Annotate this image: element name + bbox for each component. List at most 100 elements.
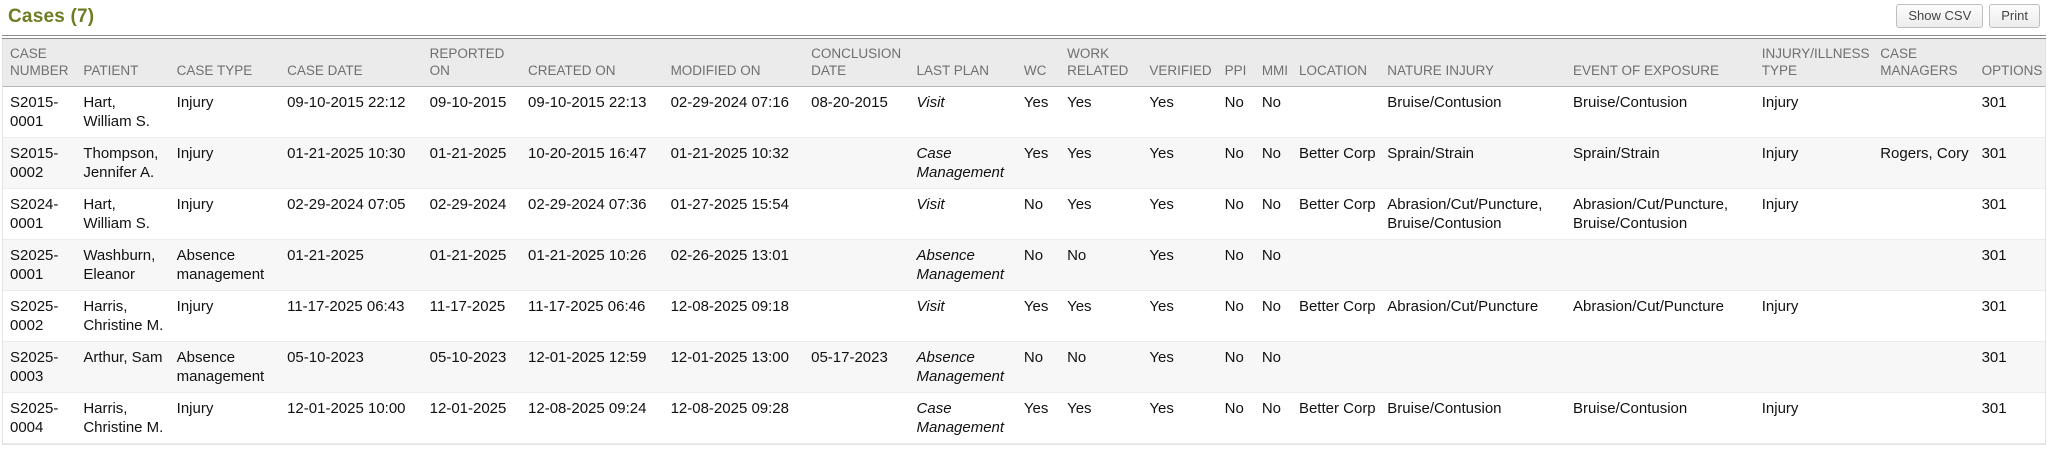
- table-row[interactable]: S2025-0004 Harris, Christine M. Injury 12-0…: [3, 392, 2045, 444]
- cell-work_related: Yes: [1067, 298, 1092, 315]
- cell-reported_on: 02-29-2024: [429, 196, 507, 213]
- print-button[interactable]: Print: [1989, 4, 2040, 29]
- cases-table-body: S2015-0001 Hart, William S. Injury 09-10-20…: [3, 86, 2045, 444]
- cell-injury_illness_type: [1762, 342, 1880, 393]
- cell-conclusion_date: [811, 393, 916, 444]
- column-header-nature_injury: NATURE INJURY: [1387, 39, 1574, 87]
- cell-options: 301: [1981, 94, 2007, 111]
- cases-table: CASE NUMBER PATIENT CASE TYPE CASE DATE REPO…: [3, 39, 2045, 444]
- table-row[interactable]: S2025-0001 Washburn, Eleanor Absence manag…: [3, 239, 2045, 291]
- column-header-location: LOCATION: [1298, 39, 1388, 87]
- cell-case_type: Injury: [176, 298, 214, 315]
- cell-conclusion_date: [811, 291, 916, 342]
- cell-verified: Yes: [1149, 94, 1174, 111]
- cell-event_of_exposure: Abrasion/Cut/Puncture, Bruise/Contusion: [1573, 196, 1729, 232]
- cell-nature_injury: Sprain/Strain: [1387, 145, 1475, 162]
- cell-case_number: S2025-0001: [10, 247, 59, 283]
- cell-case_type: Injury: [176, 196, 214, 213]
- table-row[interactable]: S2025-0002 Harris, Christine M. Injury 11-1…: [3, 290, 2045, 342]
- column-header-patient: PATIENT: [83, 39, 177, 87]
- column-header-modified_on: MODIFIED ON: [670, 39, 812, 87]
- column-header-last_plan: LAST PLAN: [916, 39, 1024, 87]
- cell-nature_injury: Bruise/Contusion: [1387, 94, 1502, 111]
- cell-mmi: No: [1261, 94, 1281, 111]
- cell-modified_on: 02-29-2024 07:16: [670, 94, 789, 111]
- report-page: Cases (7) Show CSV Print CASE NUMBER PATI…: [2, 0, 2046, 445]
- cell-location: [1299, 240, 1387, 291]
- cell-last_plan: Visit: [916, 94, 945, 111]
- cell-ppi: No: [1224, 298, 1244, 315]
- cell-case_date: 12-01-2025 10:00: [287, 400, 406, 417]
- cell-created_on: 12-01-2025 12:59: [528, 349, 647, 366]
- cell-patient: Harris, Christine M.: [83, 400, 164, 436]
- cell-ppi: No: [1224, 349, 1244, 366]
- cell-ppi: No: [1224, 94, 1244, 111]
- column-header-case_type: CASE TYPE: [176, 39, 288, 87]
- cell-case_date: 11-17-2025 06:43: [287, 298, 405, 315]
- cell-injury_illness_type: Injury: [1761, 400, 1799, 417]
- table-row[interactable]: S2024-0001 Hart, William S. Injury 02-29-20…: [3, 188, 2045, 240]
- cell-location: Better Corp: [1298, 298, 1376, 315]
- column-header-ppi: PPI: [1224, 39, 1262, 87]
- cell-ppi: No: [1224, 196, 1244, 213]
- cases-table-head: CASE NUMBER PATIENT CASE TYPE CASE DATE REPO…: [3, 39, 2045, 87]
- column-header-mmi: MMI: [1261, 39, 1299, 87]
- cell-case_number: S2025-0003: [10, 349, 59, 385]
- cell-reported_on: 01-21-2025: [429, 247, 507, 264]
- cell-case_date: 01-21-2025: [287, 247, 364, 264]
- cell-case_date: 05-10-2023: [287, 349, 364, 366]
- cell-mmi: No: [1261, 247, 1281, 264]
- cell-case_number: S2025-0004: [10, 400, 59, 436]
- title-actions: Show CSV Print: [1896, 4, 2040, 29]
- cell-nature_injury: [1387, 240, 1573, 291]
- cell-patient: Washburn, Eleanor: [83, 247, 156, 283]
- cell-created_on: 12-08-2025 09:24: [528, 400, 647, 417]
- cell-work_related: Yes: [1067, 196, 1092, 213]
- title-bar: Cases (7) Show CSV Print: [2, 0, 2046, 39]
- header-row: CASE NUMBER PATIENT CASE TYPE CASE DATE REPO…: [3, 39, 2045, 87]
- cell-verified: Yes: [1149, 145, 1174, 162]
- column-header-case_managers: CASE MANAGERS: [1880, 39, 1982, 87]
- cell-injury_illness_type: Injury: [1761, 94, 1799, 111]
- cell-wc: No: [1023, 247, 1044, 264]
- cell-patient: Harris, Christine M.: [83, 298, 164, 334]
- cell-case_type: Injury: [176, 145, 214, 162]
- cell-last_plan: Visit: [916, 196, 945, 213]
- cell-created_on: 11-17-2025 06:46: [528, 298, 646, 315]
- cell-injury_illness_type: Injury: [1761, 196, 1799, 213]
- cell-event_of_exposure: [1573, 342, 1762, 393]
- cell-location: [1299, 87, 1387, 138]
- cell-case_managers: [1880, 393, 1981, 444]
- cell-nature_injury: Abrasion/Cut/Puncture: [1387, 298, 1539, 315]
- cell-case_date: 09-10-2015 22:12: [287, 94, 406, 111]
- cell-location: Better Corp: [1298, 400, 1376, 417]
- cell-wc: Yes: [1023, 94, 1049, 111]
- cell-wc: No: [1023, 196, 1044, 213]
- table-row[interactable]: S2015-0001 Hart, William S. Injury 09-10-20…: [3, 86, 2045, 138]
- cell-patient: Hart, William S.: [83, 196, 150, 232]
- cell-conclusion_date: 05-17-2023: [811, 349, 888, 366]
- cell-last_plan: Case Management: [916, 400, 1005, 436]
- cell-created_on: 02-29-2024 07:36: [528, 196, 647, 213]
- cell-case_number: S2024-0001: [10, 196, 59, 232]
- cell-patient: Hart, William S.: [83, 94, 150, 130]
- cell-created_on: 01-21-2025 10:26: [528, 247, 647, 264]
- cell-case_managers: [1880, 240, 1981, 291]
- table-row[interactable]: S2025-0003 Arthur, Sam Absence management 0…: [3, 341, 2045, 393]
- cell-nature_injury: Abrasion/Cut/Puncture, Bruise/Contusion: [1387, 196, 1543, 232]
- cell-case_type: Absence management: [176, 349, 265, 385]
- cell-last_plan: Absence Management: [916, 349, 1005, 385]
- cell-conclusion_date: [811, 240, 916, 291]
- table-row[interactable]: S2015-0002 Thompson, Jennifer A. Injury 01-…: [3, 137, 2045, 189]
- cell-conclusion_date: [811, 189, 916, 240]
- cell-patient: Thompson, Jennifer A.: [83, 145, 159, 181]
- cell-reported_on: 05-10-2023: [429, 349, 507, 366]
- cell-options: 301: [1981, 145, 2007, 162]
- column-header-work_related: WORK RELATED: [1067, 39, 1150, 87]
- cell-last_plan: Case Management: [916, 145, 1005, 181]
- column-header-case_date: CASE DATE: [287, 39, 430, 87]
- cell-modified_on: 02-26-2025 13:01: [670, 247, 789, 264]
- cell-reported_on: 12-01-2025: [429, 400, 507, 417]
- show-csv-button[interactable]: Show CSV: [1896, 4, 1984, 29]
- cell-case_number: S2015-0002: [10, 145, 59, 181]
